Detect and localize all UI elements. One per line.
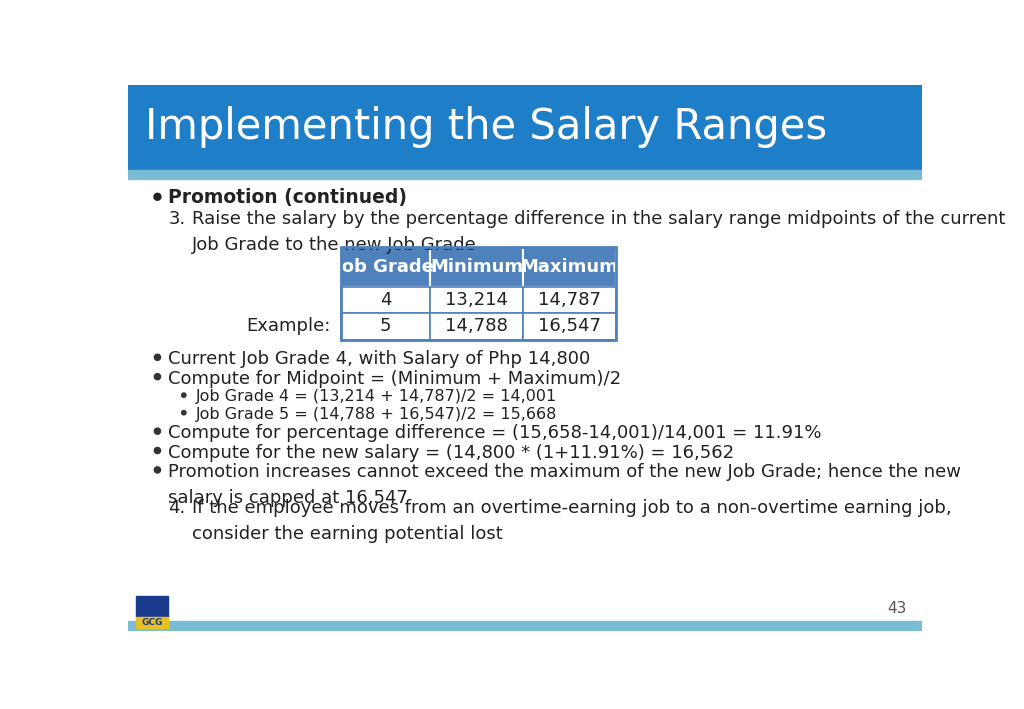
Text: Compute for the new salary = (14,800 * (1+11.91%) = 16,562: Compute for the new salary = (14,800 * (… bbox=[168, 444, 734, 462]
Text: 16,547: 16,547 bbox=[539, 318, 601, 335]
Circle shape bbox=[155, 447, 161, 454]
Text: If the employee moves from an overtime-earning job to a non-overtime earning job: If the employee moves from an overtime-e… bbox=[191, 499, 951, 543]
Bar bbox=[430, 247, 523, 287]
Text: Implementing the Salary Ranges: Implementing the Salary Ranges bbox=[145, 106, 827, 148]
Bar bbox=[430, 313, 523, 340]
Text: 13,214: 13,214 bbox=[445, 291, 508, 309]
Text: GCG: GCG bbox=[141, 618, 163, 627]
Bar bbox=[128, 621, 922, 631]
Bar bbox=[128, 169, 922, 179]
Text: Example:: Example: bbox=[246, 318, 331, 335]
Text: Current Job Grade 4, with Salary of Php 14,800: Current Job Grade 4, with Salary of Php … bbox=[168, 350, 591, 368]
Text: Promotion increases cannot exceed the maximum of the new Job Grade; hence the ne: Promotion increases cannot exceed the ma… bbox=[168, 463, 962, 507]
Text: Maximum: Maximum bbox=[521, 258, 618, 276]
Bar bbox=[523, 247, 616, 287]
Bar bbox=[341, 247, 616, 340]
Text: Promotion (continued): Promotion (continued) bbox=[168, 188, 408, 207]
Text: Minimum: Minimum bbox=[430, 258, 523, 276]
Bar bbox=[341, 313, 430, 340]
Text: 4: 4 bbox=[380, 291, 391, 309]
Text: 3.: 3. bbox=[168, 210, 185, 228]
Bar bbox=[523, 313, 616, 340]
Bar bbox=[136, 617, 168, 628]
Bar bbox=[341, 287, 430, 313]
Circle shape bbox=[181, 393, 186, 397]
Text: Job Grade 5 = (14,788 + 16,547)/2 = 15,668: Job Grade 5 = (14,788 + 16,547)/2 = 15,6… bbox=[196, 407, 557, 422]
Text: Compute for Midpoint = (Minimum + Maximum)/2: Compute for Midpoint = (Minimum + Maximu… bbox=[168, 369, 622, 388]
Text: 4.: 4. bbox=[168, 499, 185, 518]
Circle shape bbox=[155, 428, 161, 434]
Circle shape bbox=[154, 194, 161, 200]
Bar bbox=[128, 85, 922, 169]
Bar bbox=[341, 247, 430, 287]
Text: Raise the salary by the percentage difference in the salary range midpoints of t: Raise the salary by the percentage diffe… bbox=[191, 210, 1005, 254]
Text: Job Grade 4 = (13,214 + 14,787)/2 = 14,001: Job Grade 4 = (13,214 + 14,787)/2 = 14,0… bbox=[196, 389, 557, 404]
Text: Compute for percentage difference = (15,658-14,001)/14,001 = 11.91%: Compute for percentage difference = (15,… bbox=[168, 424, 822, 442]
Circle shape bbox=[155, 354, 161, 360]
Circle shape bbox=[155, 374, 161, 380]
Text: 43: 43 bbox=[888, 601, 907, 616]
Circle shape bbox=[155, 467, 161, 473]
Text: 5: 5 bbox=[380, 318, 391, 335]
Bar bbox=[523, 287, 616, 313]
Circle shape bbox=[181, 411, 186, 415]
Text: 14,787: 14,787 bbox=[539, 291, 601, 309]
Text: Job Grade: Job Grade bbox=[336, 258, 435, 276]
Bar bbox=[430, 287, 523, 313]
Text: 14,788: 14,788 bbox=[445, 318, 508, 335]
Bar bbox=[136, 596, 168, 617]
